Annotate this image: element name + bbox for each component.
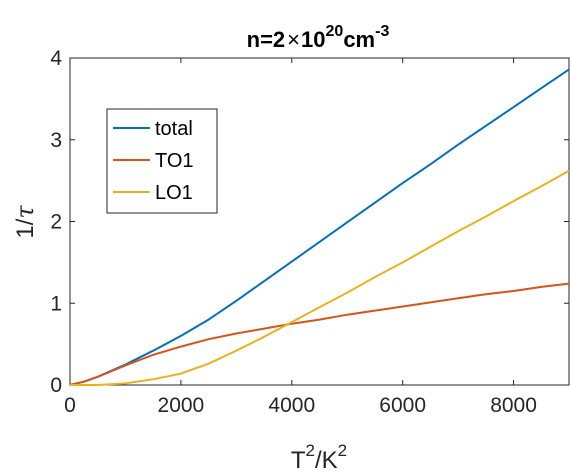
- y-tick-label: 2: [50, 211, 62, 234]
- legend-items: total TO1 LO1: [113, 118, 194, 204]
- x-axis-label-sep: /K: [315, 447, 338, 474]
- x-tick-label: 2000: [158, 394, 205, 417]
- x-tick-label: 8000: [490, 394, 537, 417]
- title-prefix: n=2: [247, 27, 286, 52]
- x-axis-label-sup-2: 2: [338, 441, 347, 460]
- x-tick-label: 0: [64, 394, 76, 417]
- title-times: ×: [287, 27, 300, 52]
- x-tick-label: 6000: [379, 394, 426, 417]
- title-unit-exponent: -3: [375, 23, 389, 40]
- y-tick-label: 3: [50, 129, 62, 152]
- ticks-group: 0 2000 4000 6000 8000 0 1 2 3 4: [50, 47, 569, 417]
- y-axis-label-symbol: τ: [11, 205, 39, 219]
- series-line-total: [69, 68, 570, 386]
- legend-label-lo1: LO1: [155, 182, 193, 204]
- title-base: 10: [301, 27, 325, 52]
- plot-area: [69, 57, 570, 386]
- y-axis-label: 1/τ: [11, 205, 39, 239]
- legend-label-to1: TO1: [155, 150, 194, 172]
- title-exponent: 20: [326, 23, 344, 40]
- x-axis-label: T2/K2: [291, 441, 347, 474]
- chart-title: n=2×1020cm-3: [247, 23, 390, 52]
- x-tick-label: 4000: [268, 394, 315, 417]
- title-unit: cm: [343, 27, 375, 52]
- series-group: [69, 68, 570, 386]
- y-tick-label: 1: [50, 292, 62, 315]
- y-tick-label: 0: [50, 374, 62, 397]
- x-axis-label-base: T: [291, 447, 306, 474]
- series-line-to1: [69, 282, 570, 386]
- legend-label-total: total: [155, 118, 193, 140]
- y-tick-label: 4: [50, 47, 62, 70]
- y-axis-label-text: 1/: [12, 218, 39, 238]
- legend: total TO1 LO1: [106, 108, 218, 214]
- series-line-lo1: [70, 169, 570, 386]
- x-axis-label-sup-1: 2: [306, 441, 315, 460]
